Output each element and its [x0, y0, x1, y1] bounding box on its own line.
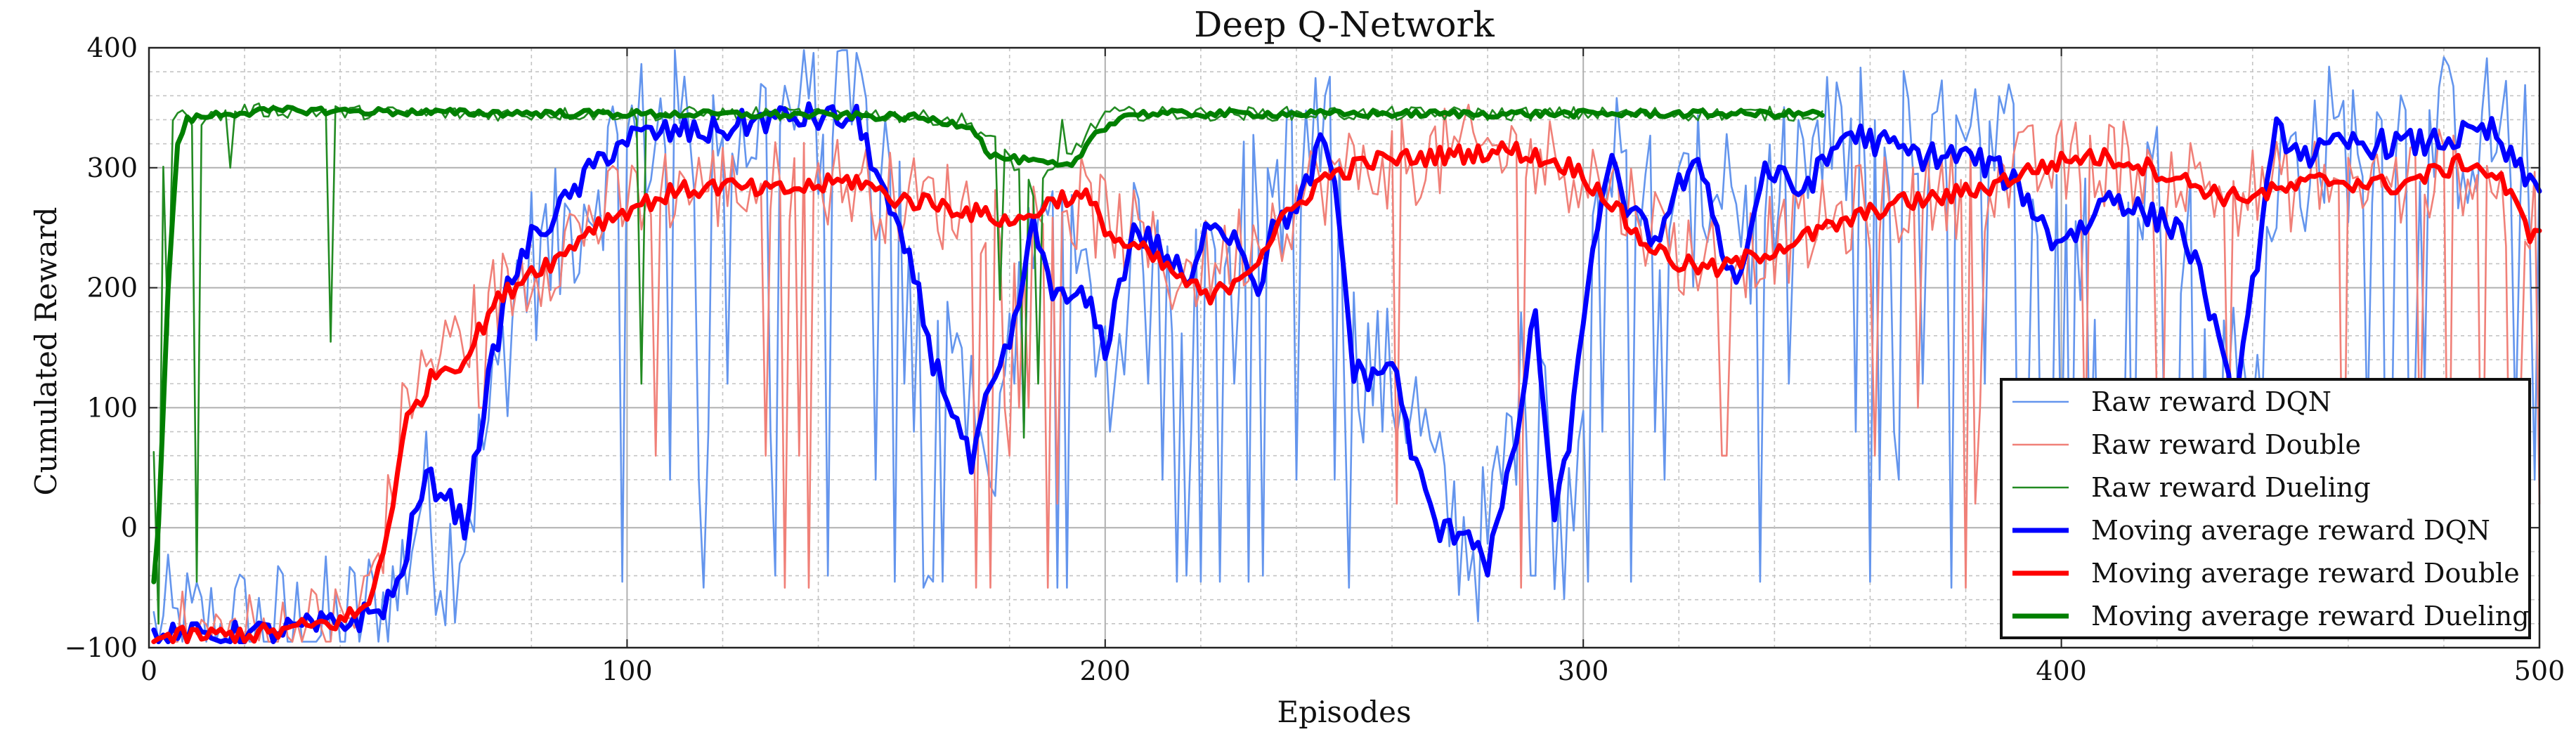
x-tick-label: 0 [141, 655, 157, 686]
series-line-raw-reward-double [152, 103, 2541, 643]
legend: Raw reward DQN Raw reward Double Raw rewar… [2000, 378, 2531, 639]
series-line-moving-average-reward-double [151, 140, 2542, 644]
legend-box [2000, 378, 2531, 639]
y-tick-label: 400 [86, 32, 138, 63]
y-tick-label: −100 [65, 632, 138, 663]
plot-frame [148, 46, 2541, 649]
y-axis-label: Cumulated Reward [29, 207, 63, 496]
x-tick-label: 400 [2036, 655, 2087, 686]
y-tick-label: 100 [86, 392, 138, 423]
series-group [151, 49, 2542, 644]
y-tick-label: 200 [86, 273, 138, 303]
x-tick-label: 100 [601, 655, 653, 686]
x-tick-label: 500 [2514, 655, 2565, 686]
series-line-moving-average-reward-dueling [151, 104, 1825, 584]
x-axis-label: Episodes [1277, 695, 1411, 729]
legend-label-raw-reward-dqn: Raw reward DQN [2091, 386, 2331, 417]
x-tick-label: 300 [1558, 655, 1609, 686]
legend-label-raw-reward-double: Raw reward Double [2091, 429, 2361, 460]
legend-label-raw-reward-dueling: Raw reward Dueling [2091, 472, 2371, 503]
legend-label-moving-average-reward-dqn: Moving average reward DQN [2091, 515, 2490, 546]
legend-label-moving-average-reward-dueling: Moving average reward Dueling [2091, 601, 2530, 632]
series-line-moving-average-reward-dqn [151, 101, 2542, 644]
chart-title: Deep Q-Network [1194, 4, 1495, 45]
y-tick-label: 0 [121, 512, 138, 543]
y-tick-label: 300 [86, 152, 138, 183]
x-tick-label: 200 [1080, 655, 1131, 686]
legend-label-moving-average-reward-double: Moving average reward Double [2091, 558, 2520, 589]
